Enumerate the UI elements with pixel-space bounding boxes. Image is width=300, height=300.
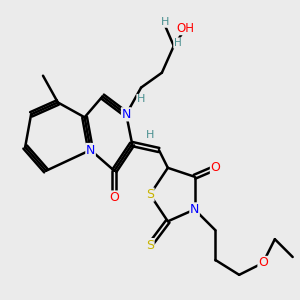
Text: H: H (161, 17, 169, 27)
Text: S: S (146, 238, 154, 252)
Text: S: S (146, 188, 154, 201)
Text: N: N (86, 143, 95, 157)
Text: OH: OH (177, 22, 195, 34)
Text: O: O (110, 191, 119, 204)
Text: O: O (211, 161, 220, 174)
Text: N: N (190, 203, 199, 216)
Text: H: H (174, 38, 182, 48)
Text: H: H (137, 94, 145, 104)
Text: O: O (258, 256, 268, 269)
Text: N: N (122, 108, 131, 121)
Text: H: H (146, 130, 154, 140)
